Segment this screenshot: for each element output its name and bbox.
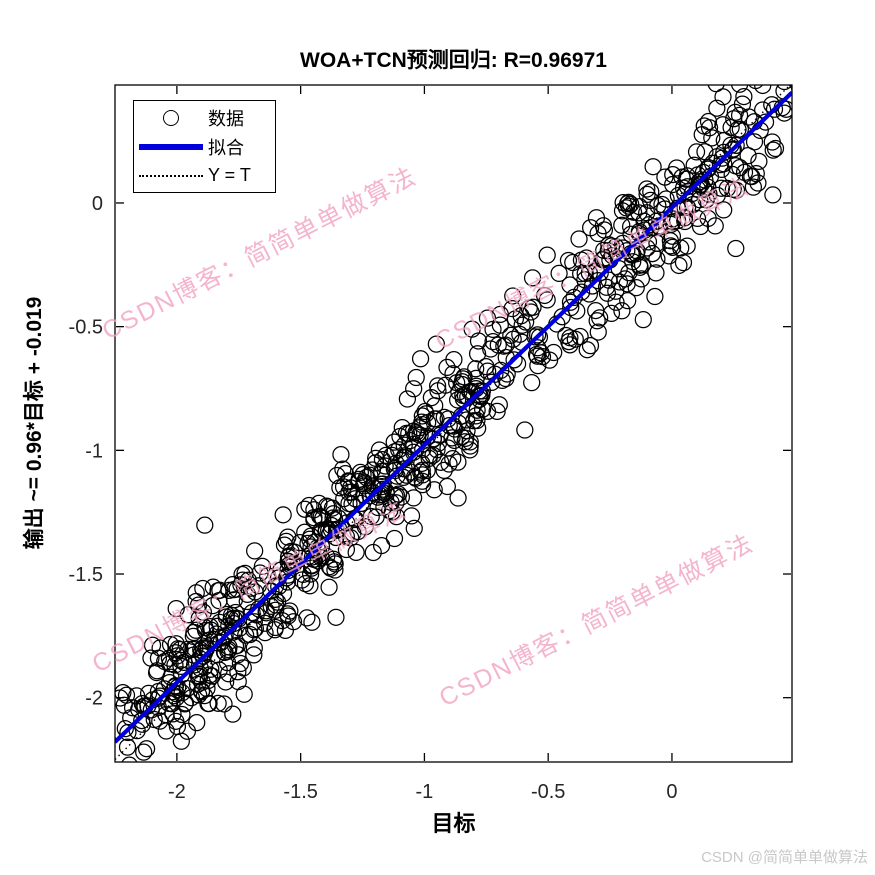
identity-line-sample-icon bbox=[139, 174, 203, 177]
svg-text:-1.5: -1.5 bbox=[283, 781, 317, 803]
svg-text:-1: -1 bbox=[85, 440, 103, 462]
legend: 数据 拟合 Y = T bbox=[133, 100, 276, 193]
fit-and-identity-lines bbox=[115, 85, 792, 761]
plot-border bbox=[114, 84, 793, 763]
svg-text:-2: -2 bbox=[168, 781, 186, 803]
svg-text:-0.5: -0.5 bbox=[69, 317, 103, 339]
legend-label-identity: Y = T bbox=[208, 165, 251, 185]
legend-label-data: 数据 bbox=[208, 108, 244, 129]
axis-ticks-and-labels: -2 -1.5 -1 -0.5 0 0 -0.5 -1 -1.5 -2 bbox=[69, 86, 791, 803]
legend-sample-identity bbox=[134, 174, 208, 177]
svg-text:-0.5: -0.5 bbox=[531, 781, 565, 803]
svg-text:0: 0 bbox=[92, 193, 103, 215]
legend-entry-data: 数据 bbox=[134, 103, 275, 132]
open-circle-marker-icon bbox=[163, 109, 179, 126]
legend-sample-fit bbox=[134, 143, 208, 150]
x-axis-label: 目标 bbox=[431, 811, 476, 836]
y-axis-label: 输出 ~= 0.96*目标 + -0.019 bbox=[23, 296, 46, 550]
svg-text:-2: -2 bbox=[85, 688, 103, 710]
svg-text:0: 0 bbox=[666, 781, 677, 803]
chart-title: WOA+TCN预测回归: R=0.96971 bbox=[300, 49, 607, 72]
credit-watermark: CSDN @简简单单做算法 bbox=[701, 849, 868, 866]
legend-label-fit: 拟合 bbox=[208, 137, 244, 158]
scatter-points bbox=[115, 85, 792, 762]
legend-entry-fit: 拟合 bbox=[134, 132, 275, 161]
fit-line-sample-icon bbox=[139, 143, 203, 150]
svg-text:-1: -1 bbox=[416, 781, 434, 803]
legend-sample-data bbox=[134, 109, 208, 126]
legend-entry-identity: Y = T bbox=[134, 161, 275, 190]
svg-text:-1.5: -1.5 bbox=[69, 564, 103, 586]
